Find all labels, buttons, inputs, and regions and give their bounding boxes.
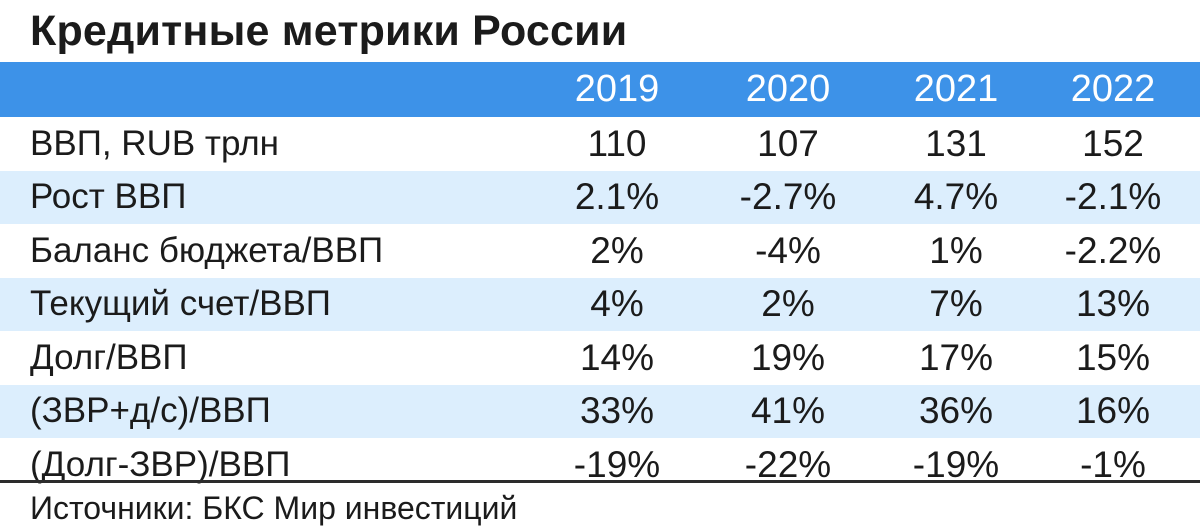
- table-cell: 16%: [1075, 390, 1151, 432]
- table-cell: -4%: [755, 229, 821, 271]
- table-cell: 152: [1082, 122, 1144, 164]
- table-cell: 110: [587, 122, 647, 164]
- table-row: (Долг-ЗВР)/ВВП -19% -22% -19% -1%: [0, 438, 1200, 492]
- row-label: Долг/ВВП: [30, 337, 188, 377]
- row-label: Баланс бюджета/ВВП: [30, 230, 384, 270]
- table-cell: 13%: [1075, 283, 1151, 325]
- table-cell: 4.7%: [913, 176, 999, 218]
- table-cell: 41%: [750, 390, 826, 432]
- row-label: (ЗВР+д/с)/ВВП: [30, 391, 271, 431]
- table-cell: 19%: [750, 336, 826, 378]
- column-header-2021: 2021: [913, 68, 999, 110]
- row-label: ВВП, RUB трлн: [30, 123, 279, 163]
- credit-metrics-table: 2019 2020 2021 2022 ВВП, RUB трлн 110 10…: [0, 62, 1200, 492]
- table-cell: 2%: [761, 283, 815, 325]
- footer-divider: [0, 480, 1200, 483]
- table-cell: -2.7%: [739, 176, 837, 218]
- table-cell: 14%: [579, 336, 655, 378]
- table-cell: 17%: [918, 336, 994, 378]
- table-cell: 36%: [918, 390, 994, 432]
- row-label: (Долг-ЗВР)/ВВП: [30, 444, 291, 484]
- table-cell: 2%: [590, 229, 644, 271]
- source-note: Источники: БКС Мир инвестиций: [30, 490, 518, 526]
- table-cell: -22%: [744, 443, 832, 485]
- table-cell: 33%: [579, 390, 655, 432]
- table-row: Долг/ВВП 14% 19% 17% 15%: [0, 331, 1200, 385]
- table-cell: -19%: [573, 443, 661, 485]
- column-header-2019: 2019: [574, 68, 660, 110]
- table-row: ВВП, RUB трлн 110 107 131 152: [0, 117, 1200, 171]
- table-cell: 1%: [929, 229, 983, 271]
- table-cell: -1%: [1080, 443, 1146, 485]
- table-header-row: 2019 2020 2021 2022: [0, 62, 1200, 117]
- table-row: Текущий счет/ВВП 4% 2% 7% 13%: [0, 277, 1200, 331]
- row-label: Рост ВВП: [30, 177, 187, 217]
- table-cell: 4%: [590, 283, 644, 325]
- row-label: Текущий счет/ВВП: [30, 284, 331, 324]
- column-header-2022: 2022: [1070, 68, 1156, 110]
- table-row: (ЗВР+д/с)/ВВП 33% 41% 36% 16%: [0, 384, 1200, 438]
- table-cell: -2.2%: [1064, 229, 1162, 271]
- table-row: Баланс бюджета/ВВП 2% -4% 1% -2.2%: [0, 224, 1200, 278]
- column-header-2020: 2020: [745, 68, 831, 110]
- page-title: Кредитные метрики России: [30, 7, 628, 55]
- table-cell: 15%: [1075, 336, 1151, 378]
- table-cell: 131: [925, 122, 987, 164]
- table-cell: -2.1%: [1064, 176, 1162, 218]
- table-cell: -19%: [912, 443, 1000, 485]
- table-cell: 2.1%: [574, 176, 660, 218]
- table-row: Рост ВВП 2.1% -2.7% 4.7% -2.1%: [0, 170, 1200, 224]
- table-cell: 107: [757, 122, 819, 164]
- table-cell: 7%: [929, 283, 983, 325]
